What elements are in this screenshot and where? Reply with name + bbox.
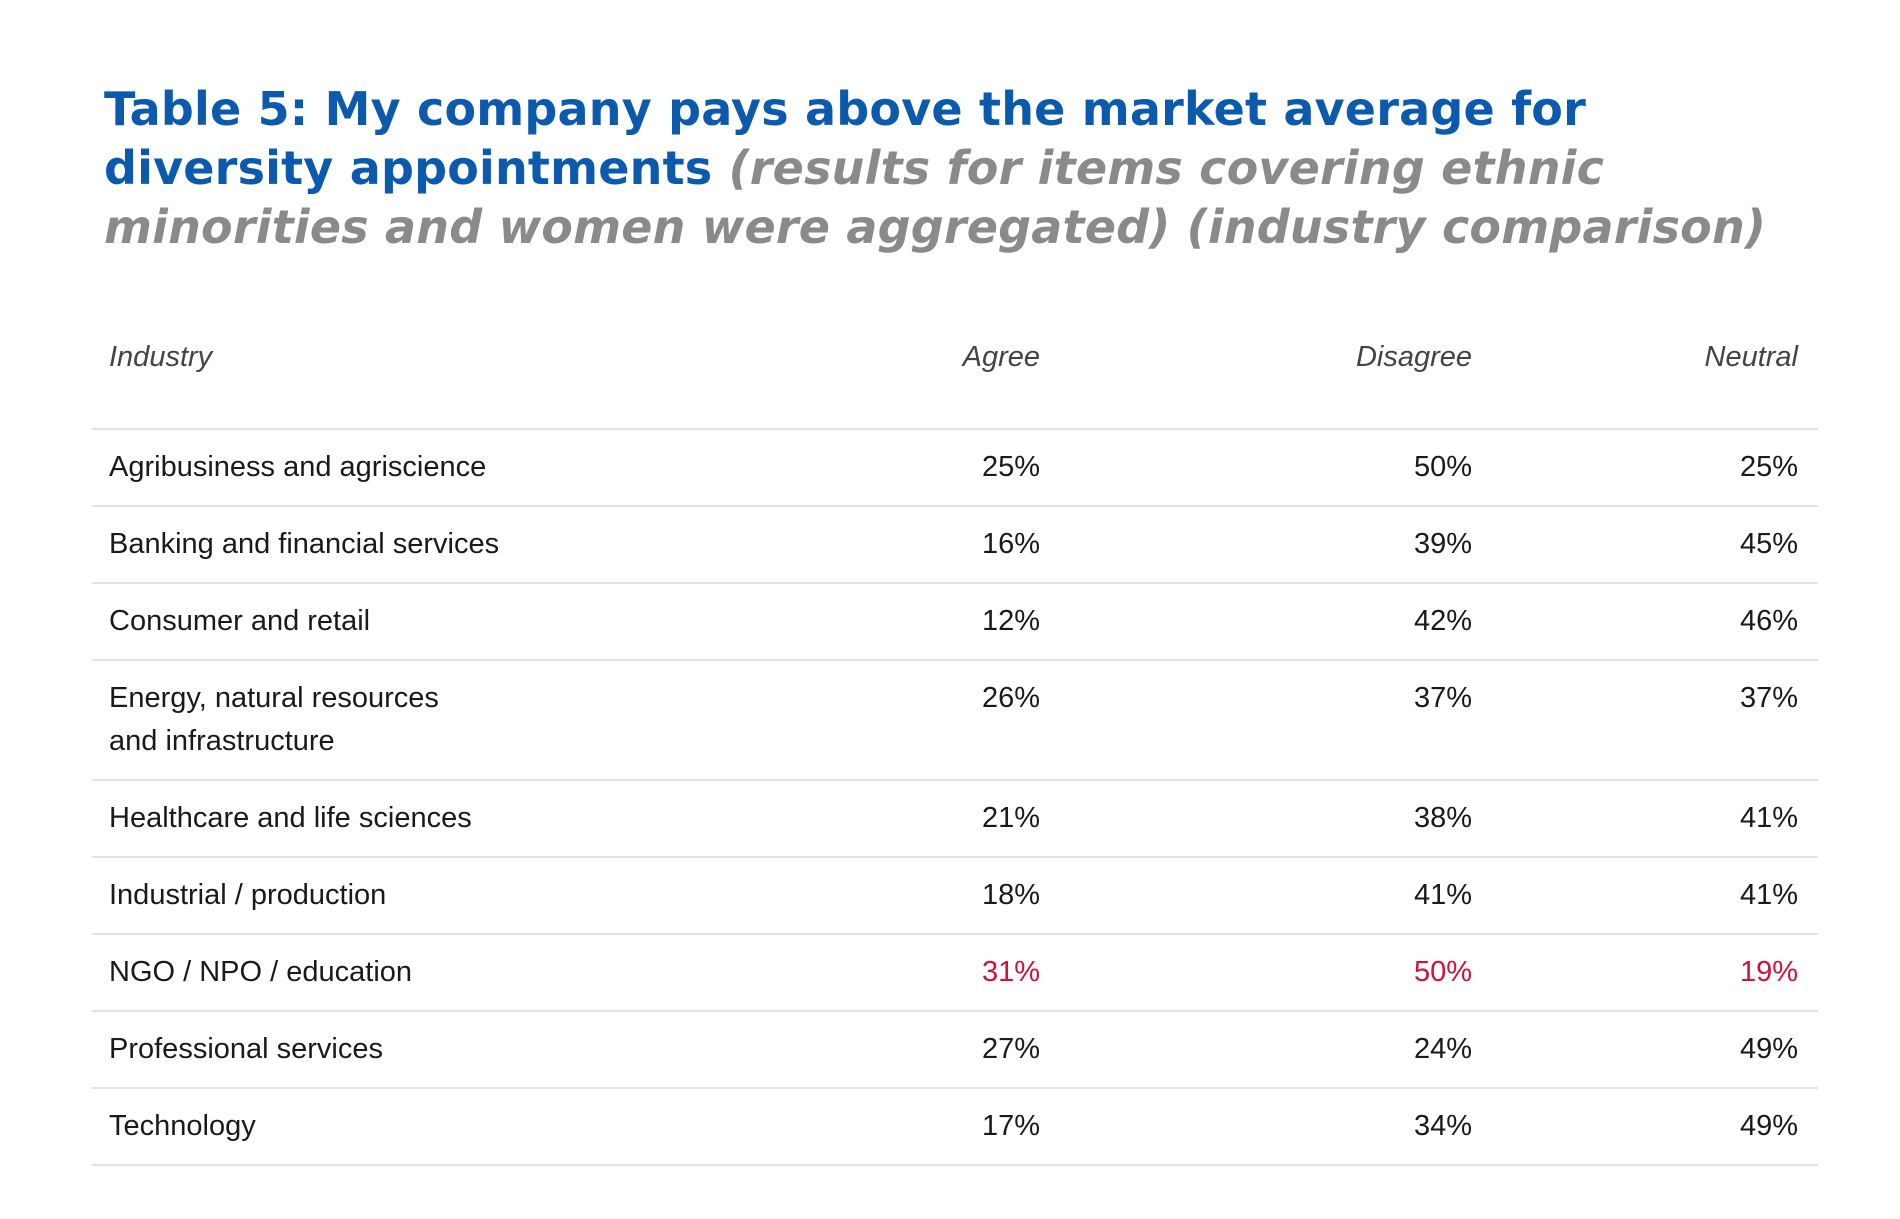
cell-agree: 18% — [642, 857, 1060, 935]
table-title-main: Table 5: My company pays above the marke… — [104, 82, 1586, 195]
cell-disagree: 50% — [1060, 934, 1492, 1012]
cell-agree: 26% — [642, 660, 1060, 781]
cell-disagree: 42% — [1060, 583, 1492, 661]
cell-industry: Professional services — [92, 1011, 642, 1089]
table-row: Agribusiness and agriscience 25% 50% 25% — [92, 429, 1818, 507]
table-row: Technology 17% 34% 49% — [92, 1088, 1818, 1166]
header-industry: Industry — [92, 340, 642, 430]
cell-disagree: 39% — [1060, 506, 1492, 584]
cell-industry: Technology — [92, 1088, 642, 1166]
data-table: Industry Agree Disagree Neutral Agribusi… — [92, 340, 1818, 1166]
cell-neutral: 41% — [1492, 857, 1818, 935]
cell-industry: Industrial / production — [92, 857, 642, 935]
table-row-highlighted: NGO / NPO / education 31% 50% 19% — [92, 934, 1818, 1012]
cell-industry: Energy, natural resources and infrastruc… — [92, 660, 642, 781]
cell-agree: 25% — [642, 429, 1060, 507]
header-disagree: Disagree — [1060, 340, 1492, 430]
table-row: Consumer and retail 12% 42% 46% — [92, 583, 1818, 661]
table-title: Table 5: My company pays above the marke… — [104, 80, 1824, 257]
table-title-subtitle: (results for items covering ethnic minor… — [104, 141, 1767, 254]
cell-industry: Banking and financial services — [92, 506, 642, 584]
cell-disagree: 38% — [1060, 780, 1492, 858]
cell-agree: 27% — [642, 1011, 1060, 1089]
cell-disagree: 41% — [1060, 857, 1492, 935]
cell-disagree: 34% — [1060, 1088, 1492, 1166]
cell-neutral: 25% — [1492, 429, 1818, 507]
cell-disagree: 50% — [1060, 429, 1492, 507]
cell-neutral: 46% — [1492, 583, 1818, 661]
cell-industry: Agribusiness and agriscience — [92, 429, 642, 507]
cell-industry: Healthcare and life sciences — [92, 780, 642, 858]
table-header: Industry Agree Disagree Neutral — [92, 340, 1818, 430]
cell-disagree: 24% — [1060, 1011, 1492, 1089]
cell-neutral: 49% — [1492, 1088, 1818, 1166]
cell-agree: 17% — [642, 1088, 1060, 1166]
cell-industry: Consumer and retail — [92, 583, 642, 661]
cell-agree: 12% — [642, 583, 1060, 661]
industry-comparison-table: Industry Agree Disagree Neutral Agribusi… — [92, 340, 1818, 1166]
table-row: Professional services 27% 24% 49% — [92, 1011, 1818, 1089]
table-body: Agribusiness and agriscience 25% 50% 25%… — [92, 429, 1818, 1166]
cell-neutral: 49% — [1492, 1011, 1818, 1089]
table-row: Industrial / production 18% 41% 41% — [92, 857, 1818, 935]
header-agree: Agree — [642, 340, 1060, 430]
cell-agree: 31% — [642, 934, 1060, 1012]
cell-disagree: 37% — [1060, 660, 1492, 781]
table-row: Healthcare and life sciences 21% 38% 41% — [92, 780, 1818, 858]
table-row: Energy, natural resources and infrastruc… — [92, 660, 1818, 781]
header-neutral: Neutral — [1492, 340, 1818, 430]
cell-neutral: 19% — [1492, 934, 1818, 1012]
cell-industry-text: Energy, natural resources and infrastruc… — [109, 682, 439, 757]
header-row: Industry Agree Disagree Neutral — [92, 340, 1818, 430]
cell-agree: 16% — [642, 506, 1060, 584]
cell-industry: NGO / NPO / education — [92, 934, 642, 1012]
table-row: Banking and financial services 16% 39% 4… — [92, 506, 1818, 584]
cell-agree: 21% — [642, 780, 1060, 858]
cell-neutral: 45% — [1492, 506, 1818, 584]
cell-neutral: 41% — [1492, 780, 1818, 858]
cell-neutral: 37% — [1492, 660, 1818, 781]
